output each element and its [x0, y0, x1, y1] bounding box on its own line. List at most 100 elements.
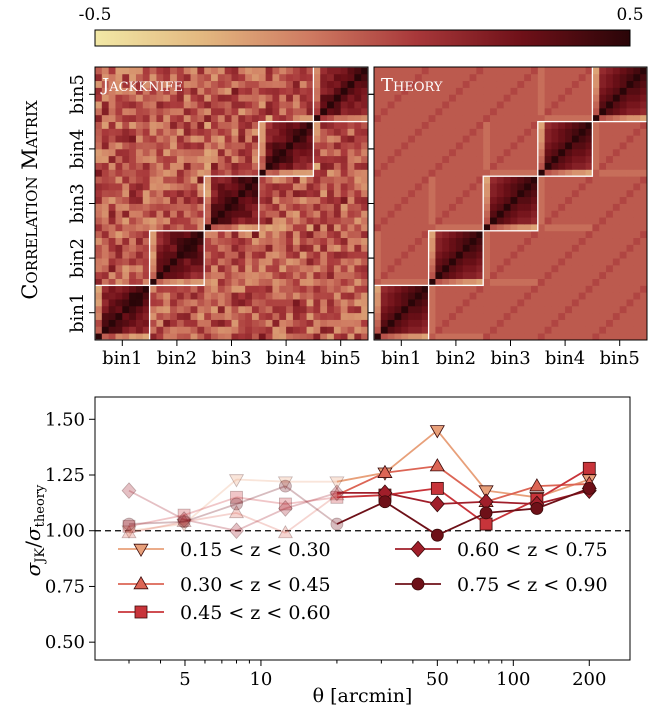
series-line [384, 500, 438, 536]
legend-item: 0.75 < z < 0.90 [395, 574, 608, 596]
series-line [183, 512, 237, 523]
matrix-xtick-label: bin2 [436, 348, 476, 369]
matrix-ytick-label: bin4 [67, 129, 88, 169]
matrix-xtick-label: bin5 [600, 348, 640, 369]
matrix-ylabel: Correlation Matrix [18, 100, 42, 300]
legend-marker [411, 577, 425, 591]
data-point [330, 490, 344, 504]
matrix-xtick-label: bin3 [211, 348, 251, 369]
legend-item: 0.45 < z < 0.60 [118, 602, 331, 624]
ratio-plot: 0.50 0.75 1.00 1.25 1.50 5 10 50 100 200 θ [arcmin… [21, 396, 631, 707]
legend-label: 0.60 < z < 0.75 [457, 539, 608, 561]
ratio-xtick-label: 50 [426, 669, 449, 690]
ratio-xtick-label: 100 [496, 669, 530, 690]
series-line [336, 494, 385, 499]
series-line [183, 478, 238, 525]
ratio-ytick-label: 1.50 [45, 409, 85, 430]
matrix-ylabel-text: Correlation Matrix [18, 100, 42, 300]
series-line [436, 465, 487, 503]
series-5 [122, 479, 596, 542]
data-point [121, 524, 137, 539]
series-line [236, 485, 286, 505]
legend-label: 0.30 < z < 0.45 [180, 574, 331, 596]
data-point [582, 481, 596, 495]
ratio-ytick-label: 1.00 [45, 521, 85, 542]
diagonal-block-outline [203, 175, 260, 232]
legend-marker [133, 543, 149, 558]
legend: 0.15 < z < 0.30 0.30 < z < 0.45 0.45 < z <… [118, 539, 608, 624]
series-line [285, 491, 338, 510]
series-line [336, 471, 386, 496]
data-point [177, 515, 191, 529]
series-line [128, 514, 185, 528]
ylabel-slash: / [21, 541, 45, 548]
series-line [436, 512, 487, 537]
legend-label: 0.75 < z < 0.90 [457, 574, 608, 596]
ylabel-sub-jk: JK [33, 547, 48, 564]
series-line [183, 518, 237, 532]
series-line [128, 523, 185, 532]
data-point [122, 517, 136, 531]
matrix-xtick-label: bin1 [102, 348, 142, 369]
data-point [530, 502, 544, 515]
matrix-panel-title: Jackknife [100, 75, 183, 96]
matrix-xtick-label: bin4 [545, 348, 585, 369]
colorbar-gradient [94, 29, 631, 47]
series-line [236, 478, 286, 483]
series-line [336, 471, 386, 483]
series-line [536, 489, 590, 505]
data-point [329, 476, 345, 490]
data-point [378, 495, 392, 509]
colorbar: -0.5 0.5 [79, 5, 644, 47]
data-point [277, 500, 293, 517]
data-point [429, 495, 445, 513]
series-line [384, 429, 438, 474]
series-line [284, 485, 338, 525]
data-point [279, 479, 292, 493]
matrix-ytick-label: bin3 [67, 183, 88, 223]
series-line [536, 487, 590, 510]
matrix-ytick-label: bin2 [67, 238, 88, 278]
matrix-xtick-label: bin2 [157, 348, 197, 369]
data-point [277, 476, 293, 490]
legend-marker [410, 540, 426, 558]
series-line [536, 483, 590, 488]
legend-label: 0.45 < z < 0.60 [180, 602, 331, 624]
data-point [228, 474, 245, 488]
series-line [437, 500, 487, 505]
series-line [485, 507, 537, 514]
ylabel-sigma: σ [21, 561, 45, 576]
matrix-panel-title: Theory [381, 75, 443, 96]
series-line [436, 429, 487, 492]
matrix-panel-jackknife: Jackknife bin1 bin2 bin3 bin4 bin5 bin1 bin2 bin… [67, 66, 369, 369]
matrix-xtick-label: bin3 [490, 348, 530, 369]
matrix-xtick-label: bin1 [381, 348, 421, 369]
series-line [285, 496, 338, 505]
series-line [128, 520, 185, 534]
data-point [479, 506, 493, 520]
legend-marker [133, 575, 149, 590]
matrix-ytick-label: bin5 [67, 74, 88, 114]
data-point [429, 425, 445, 439]
series-line [236, 507, 286, 532]
series-line [336, 500, 386, 525]
data-point [121, 525, 137, 539]
data-point [229, 522, 244, 540]
legend-item: 0.60 < z < 0.75 [395, 539, 608, 561]
series-line [183, 496, 237, 516]
matrix-ytick-label: bin1 [67, 293, 88, 333]
matrix-xtick-label: bin5 [321, 348, 361, 369]
colorbar-max-label: 0.5 [616, 5, 643, 25]
matrix-xtick-label: bin4 [266, 348, 306, 369]
data-point [582, 461, 596, 475]
series-line [436, 487, 487, 525]
ylabel-sigma: σ [21, 526, 45, 541]
legend-item: 0.30 < z < 0.45 [118, 574, 331, 596]
ratio-xtick-label: 200 [572, 669, 606, 690]
data-point [176, 513, 192, 528]
ratio-frame [94, 396, 631, 661]
colorbar-min-label: -0.5 [79, 5, 112, 25]
series-line [236, 512, 286, 534]
ratio-xtick-label: 5 [179, 669, 190, 690]
data-point [279, 497, 292, 511]
